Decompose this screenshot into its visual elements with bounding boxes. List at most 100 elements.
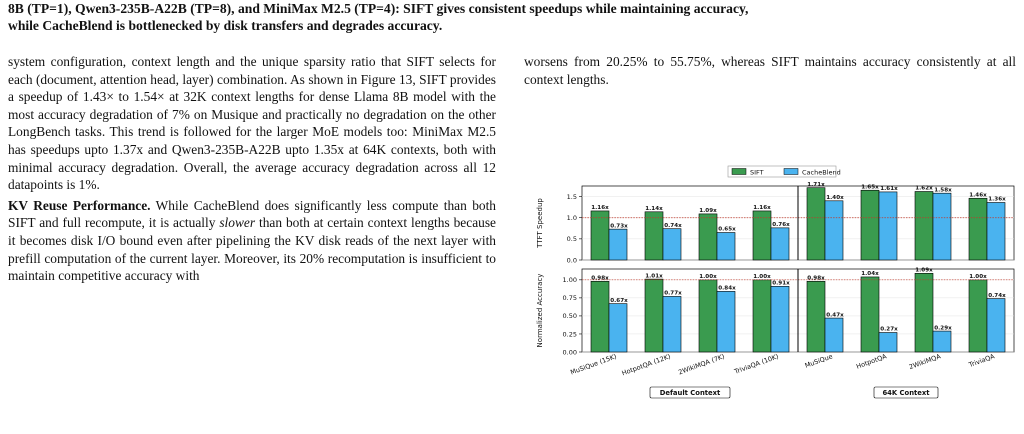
y-tick-label: 0.75 [563,294,577,302]
x-tick-label: TriviaQA [967,352,996,369]
kv-reuse-text-a: While CacheBlend does significantly less… [8,197,496,231]
bar-sift [860,189,880,261]
kv-reuse-italic: slower [219,215,256,231]
x-tick-label: 2WikiMQA (7K) [677,352,725,376]
paragraph-accuracy: worsens from 20.25% to 55.75%, whereas S… [524,54,1016,87]
y-tick-label: 0.5 [567,235,577,243]
bar-value-label: 0.91x [772,281,790,287]
group-label-text: 64K Context [882,389,930,397]
bar-sift [860,276,880,353]
bar-cacheblend [824,317,844,353]
bar-value-label: 0.98x [807,275,825,281]
y-axis-label: TTFT Speedup [536,198,544,249]
bar-cacheblend [986,202,1006,261]
bar-value-label: 1.09x [699,208,717,214]
bar-value-label: 1.58x [934,187,952,193]
bar-sift [698,279,718,353]
bar-value-label: 0.77x [664,291,682,297]
legend-label-cacheblend: CacheBlend [802,169,841,177]
bar-value-label: 1.00x [753,274,771,280]
bar-sift [914,273,934,353]
y-tick-label: 1.5 [567,193,577,201]
bar-value-label: 0.29x [934,325,952,331]
bar-cacheblend [878,191,898,261]
y-tick-label: 0.25 [563,330,577,338]
bar-cacheblend [770,227,790,261]
bar-cacheblend [608,228,628,261]
y-tick-label: 1.0 [567,214,577,222]
y-axis-label: Normalized Accuracy [536,274,544,348]
x-tick-label: HotpotQA [855,352,888,371]
caption-line-2: while CacheBlend is bottlenecked by disk… [8,18,443,33]
caption-line-1: 8B (TP=1), Qwen3-235B-A22B (TP=8), and M… [8,1,749,16]
bar-value-label: 1.00x [969,274,987,280]
group-label-64k-context: 64K Context [873,386,939,399]
kv-reuse-text-b: than both at certain context lengths bec… [8,215,496,284]
bar-sift [914,191,934,261]
bar-value-label: 0.84x [718,286,736,292]
bar-cacheblend [932,330,952,353]
bar-value-label: 1.04x [861,271,879,277]
bar-value-label: 1.14x [645,206,663,212]
bar-value-label: 0.74x [664,223,682,229]
left-column: system configuration, context length and… [8,53,496,285]
legend-swatch-cacheblend [783,168,799,175]
bar-value-label: 0.98x [591,275,609,281]
bar-value-label: 1.71x [807,182,825,188]
x-tick-label: HotpotQA (12K) [621,352,672,377]
y-tick-label: 1.00 [563,276,577,284]
bar-cacheblend [932,192,952,261]
speedup-accuracy-chart: SIFT CacheBlend 0.0 0.5 1.0 1.5 TTFT Speedup 1… [536,165,1015,399]
bar-cacheblend [770,286,790,353]
bar-value-label: 1.62x [915,186,933,192]
chart-legend: SIFT CacheBlend [727,165,841,178]
bar-sift [698,213,718,261]
bar-sift [644,278,664,353]
x-tick-label: TriviaQA (10K) [732,352,779,376]
y-tick-label: 0.50 [563,312,577,320]
paragraph-results: system configuration, context length and… [8,54,496,193]
bar-cacheblend [878,332,898,353]
group-label-text: Default Context [660,389,721,397]
group-label-default-context: Default Context [649,386,731,399]
bar-cacheblend [662,228,682,261]
bar-sift [806,187,826,261]
kv-reuse-heading: KV Reuse Performance. [8,197,151,213]
right-column: worsens from 20.25% to 55.75%, whereas S… [524,53,1016,88]
panel-ttft-speedup: 0.0 0.5 1.0 1.5 TTFT Speedup 1.16x 0.73x 1.14x 0… [536,182,1015,264]
bar-value-label: 0.74x [988,293,1006,299]
bar-sift [590,210,610,261]
bar-value-label: 0.73x [610,223,628,229]
y-tick-label: 0.0 [567,256,577,264]
bar-value-label: 1.65x [861,184,879,190]
bar-cacheblend [716,291,736,353]
y-tick-label: 0.00 [563,348,577,356]
bar-sift [644,211,664,261]
bar-value-label: 1.01x [645,273,663,279]
legend-frame [727,165,837,178]
bar-sift [752,279,772,353]
bar-cacheblend [662,296,682,353]
bar-sift [590,280,610,353]
bar-sift [806,280,826,353]
bar-value-label: 1.61x [880,186,898,192]
bar-cacheblend [716,232,736,261]
bar-cacheblend [824,200,844,261]
bar-value-label: 1.00x [699,274,717,280]
bar-sift [752,210,772,261]
figure-caption: 8B (TP=1), Qwen3-235B-A22B (TP=8), and M… [8,0,1016,34]
bar-value-label: 0.27x [880,327,898,333]
bar-value-label: 1.40x [826,195,844,201]
group-label-box [649,386,731,399]
bar-cacheblend [608,303,628,353]
legend-label-sift: SIFT [750,169,764,177]
paragraph-kv-reuse: KV Reuse Performance. While CacheBlend d… [8,197,496,285]
bar-value-label: 0.76x [772,222,790,228]
bar-cacheblend [986,298,1006,353]
x-tick-label: MuSiQue [804,352,834,369]
bar-value-label: 1.36x [988,197,1006,203]
bar-value-label: 0.65x [718,227,736,233]
bar-value-label: 1.16x [753,205,771,211]
legend-swatch-sift [731,168,747,175]
x-tick-label: 2WikiMQA [908,352,942,371]
